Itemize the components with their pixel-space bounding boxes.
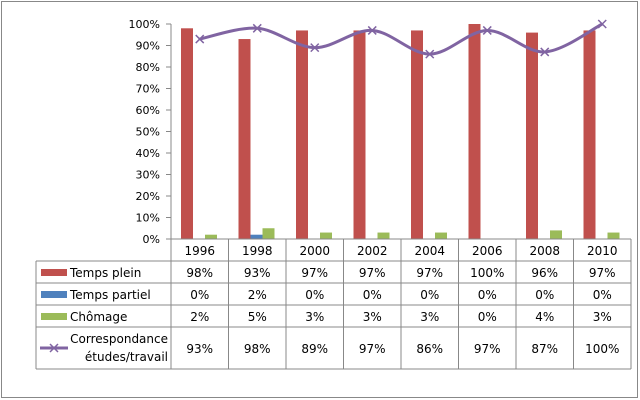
bar-temps-plein [526,32,538,239]
legend-label: Chômage [70,310,127,324]
x-category-label: 2002 [357,244,388,258]
x-category-label: 2006 [472,244,503,258]
bar-temps-plein [238,39,251,239]
table-cell: 98% [244,342,271,356]
legend-key-marker [49,343,59,353]
legend-key-0 [41,269,67,276]
y-tick-label: 90% [136,40,160,53]
legend-key-2 [41,313,67,320]
line-marker [482,25,492,35]
x-category-label: 2008 [529,244,560,258]
table-cell: 4% [535,310,554,324]
table-cell: 100% [585,342,619,356]
table-cell: 96% [531,266,558,280]
table-cell: 86% [416,342,443,356]
bar-temps-plein [353,30,366,240]
table-cell: 2% [190,310,209,324]
table-cell: 3% [593,310,612,324]
y-tick-label: 30% [136,169,160,182]
line-marker [195,34,205,44]
table-cell: 0% [190,288,209,302]
y-tick-label: 40% [136,147,160,160]
line-marker [597,19,607,29]
table-cell: 0% [478,288,497,302]
line-marker [252,23,262,33]
x-category-label: 2000 [299,244,330,258]
bar-chômage [435,232,447,239]
bar-temps-plein [181,28,193,239]
table-cell: 0% [593,288,612,302]
bar-chômage [262,228,275,239]
line-marker [540,47,550,57]
table-cell: 0% [478,310,497,324]
table-cell: 93% [244,266,271,280]
line-correspondance [199,22,603,56]
table-cell: 0% [420,288,439,302]
y-tick-label: 0% [143,233,160,246]
x-category-label: 2010 [587,244,618,258]
table-cell: 97% [474,342,501,356]
y-tick-label: 100% [129,18,160,31]
table-cell: 0% [305,288,324,302]
x-category-label: 1998 [242,244,273,258]
y-tick-label: 50% [136,126,160,139]
legend-label: Correspondance [70,332,168,346]
table-cell: 0% [363,288,382,302]
y-tick-label: 70% [136,83,160,96]
table-cell: 97% [416,266,443,280]
table-cell: 3% [363,310,382,324]
legend-key-1 [41,291,67,298]
bar-temps-partiel [250,234,263,239]
table-cell: 93% [186,342,213,356]
legend-label: études/travail [85,350,168,364]
y-tick-label: 10% [136,212,160,225]
table-cell: 97% [359,266,386,280]
line-marker [310,43,320,53]
table-cell: 2% [248,288,267,302]
table-cell: 98% [186,266,213,280]
line-marker [425,49,435,59]
bar-temps-plein [468,24,481,239]
x-category-label: 1996 [184,244,215,258]
y-tick-label: 60% [136,104,160,117]
bar-chômage [320,232,332,239]
table-cell: 3% [420,310,439,324]
bar-temps-plein [296,30,308,240]
legend-label: Temps plein [69,266,141,280]
table-cell: 5% [248,310,267,324]
x-category-label: 2004 [414,244,445,258]
table-cell: 97% [301,266,328,280]
legend-label: Temps partiel [69,288,151,302]
table-cell: 97% [359,342,386,356]
bar-chômage [607,232,620,239]
bar-chômage [205,234,217,239]
table-cell: 97% [589,266,616,280]
bar-chômage [377,232,390,239]
bar-temps-plein [583,30,596,240]
bar-temps-plein [411,30,423,240]
table-cell: 87% [531,342,558,356]
table-cell: 3% [305,310,324,324]
table-cell: 0% [535,288,554,302]
y-tick-label: 20% [136,190,160,203]
bar-chômage [550,230,562,239]
y-tick-label: 80% [136,61,160,74]
table-cell: 100% [470,266,504,280]
table-cell: 89% [301,342,328,356]
line-marker [367,25,377,35]
